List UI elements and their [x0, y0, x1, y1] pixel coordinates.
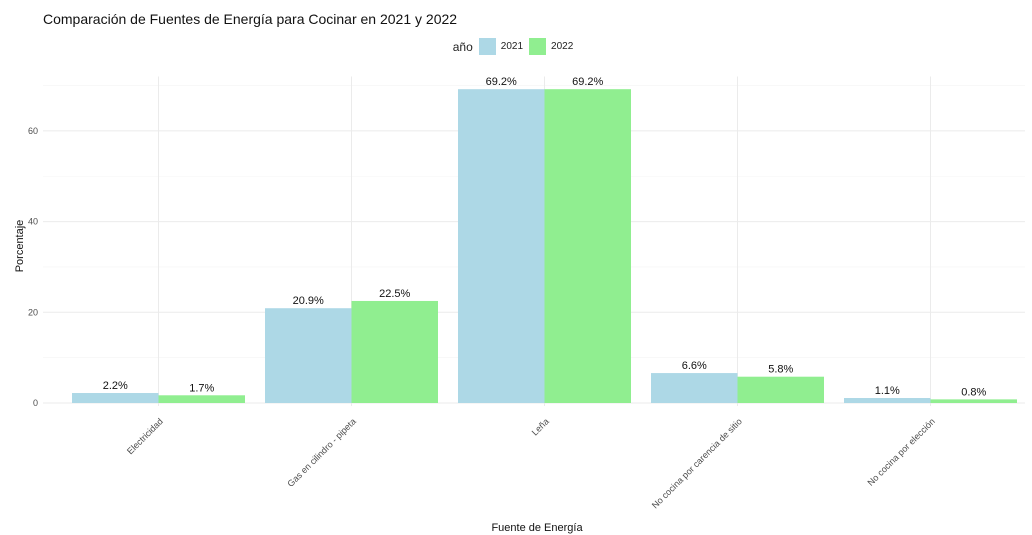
bar-2022-2	[544, 89, 631, 403]
label-layer: 2.2% 20.9% 69.2% 6.6% 1.1% 1.7% 22.5% 69.2% 5.8%…	[103, 76, 987, 398]
data-label: 1.7%	[189, 382, 214, 394]
bar-2022-3	[737, 376, 824, 403]
legend-entry-2021: 2021	[478, 38, 524, 55]
bar-2021-3	[651, 373, 738, 403]
x-tick-label: No cocina por elección	[865, 416, 936, 487]
bar-2022-1	[351, 300, 438, 403]
bar-2021-1	[265, 308, 352, 403]
y-tick-label: 0	[33, 398, 38, 408]
x-tick-label: No cocina por carencia de sitio	[650, 416, 744, 510]
data-label: 5.8%	[768, 364, 793, 376]
bar-2022-4	[930, 399, 1017, 403]
legend-swatch-2021	[478, 38, 496, 55]
x-tick-label: Gas en cilindro - pipeta	[285, 416, 358, 489]
legend: año 2021 2022	[0, 38, 1032, 55]
data-label: 22.5%	[379, 288, 410, 300]
x-tick-label: Leña	[530, 416, 551, 437]
bar-2022-0	[158, 395, 245, 403]
data-label: 6.6%	[682, 360, 707, 372]
data-label: 20.9%	[293, 295, 324, 307]
legend-label-2022: 2022	[551, 41, 574, 52]
x-tick-label: Electricidad	[125, 416, 165, 456]
data-label: 0.8%	[961, 386, 986, 398]
bar-2021-2	[458, 89, 545, 403]
legend-entry-2022: 2022	[529, 38, 573, 55]
data-label: 69.2%	[486, 76, 517, 88]
data-label: 69.2%	[572, 76, 603, 88]
y-axis-title: Porcentaje	[14, 220, 26, 273]
chart-title: Comparación de Fuentes de Energía para C…	[43, 11, 458, 27]
data-label: 2.2%	[103, 380, 128, 392]
y-tick-label: 60	[28, 126, 38, 136]
y-tick-label: 40	[28, 217, 38, 227]
data-label: 1.1%	[875, 385, 900, 397]
bar-2021-0	[72, 393, 159, 403]
x-axis-title: Fuente de Energía	[491, 522, 583, 534]
legend-title: año	[452, 39, 473, 54]
bar-2021-4	[844, 398, 931, 403]
legend-swatch-2022	[529, 38, 547, 55]
y-tick-label: 20	[28, 307, 38, 317]
bar-layer	[72, 89, 1017, 403]
legend-label-2021: 2021	[500, 41, 524, 52]
